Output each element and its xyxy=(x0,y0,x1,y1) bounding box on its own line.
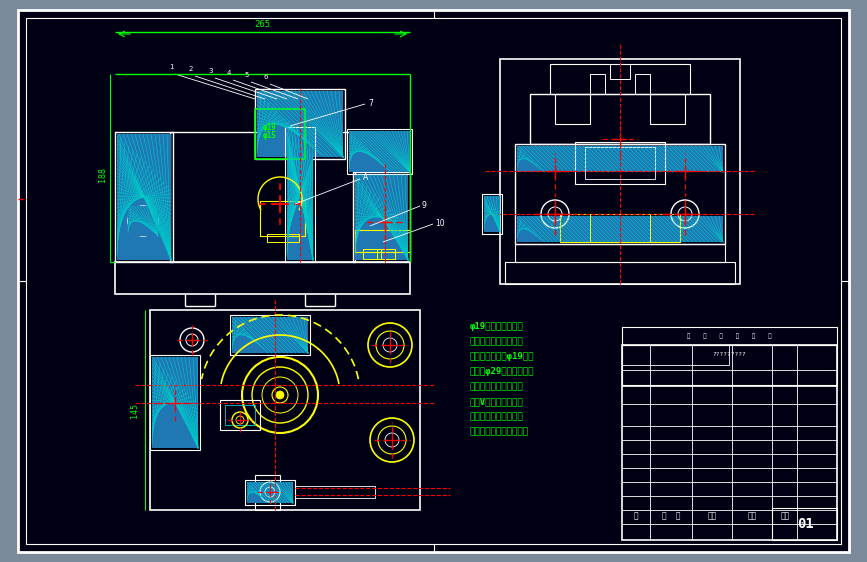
Bar xyxy=(152,357,198,448)
Text: 9: 9 xyxy=(422,201,427,210)
Bar xyxy=(610,64,630,79)
Text: 4: 4 xyxy=(227,70,231,76)
Bar xyxy=(622,327,837,345)
Text: 本夹具用于在立式钻床: 本夹具用于在立式钻床 xyxy=(470,337,524,346)
Text: 叉口外侧为定为基准，: 叉口外侧为定为基准， xyxy=(470,382,524,391)
Bar xyxy=(585,147,655,179)
Bar xyxy=(517,216,723,242)
Bar xyxy=(622,345,837,385)
Bar xyxy=(220,400,260,430)
Text: 材料: 材料 xyxy=(707,511,717,520)
Text: 1: 1 xyxy=(169,64,173,70)
Text: 265: 265 xyxy=(254,20,270,29)
Bar xyxy=(575,142,665,184)
Bar xyxy=(505,262,735,284)
Bar xyxy=(349,131,410,172)
Text: 件: 件 xyxy=(634,511,638,520)
Bar xyxy=(500,59,740,284)
Text: 3: 3 xyxy=(209,68,213,74)
Bar xyxy=(353,172,410,262)
Bar xyxy=(267,234,299,242)
Bar xyxy=(555,94,590,124)
Text: 销实现完全定位，适用: 销实现完全定位，适用 xyxy=(470,412,524,421)
Circle shape xyxy=(276,391,284,399)
Bar xyxy=(484,196,500,232)
Text: 188: 188 xyxy=(99,166,108,182)
Bar xyxy=(257,91,343,157)
Text: 7: 7 xyxy=(368,98,373,107)
Text: 10: 10 xyxy=(435,219,445,228)
Text: 批    准    审    核    制    图: 批 准 审 核 制 图 xyxy=(687,333,772,339)
Text: ?????????: ????????? xyxy=(712,352,746,357)
Bar xyxy=(287,129,313,260)
Text: A: A xyxy=(363,174,368,183)
Bar xyxy=(650,94,685,124)
Bar xyxy=(245,480,295,505)
Bar xyxy=(590,74,605,94)
Bar xyxy=(255,89,345,159)
Bar xyxy=(247,482,293,503)
Bar xyxy=(232,317,308,353)
Bar xyxy=(230,315,310,355)
Bar xyxy=(635,74,650,94)
Bar xyxy=(363,249,381,259)
Text: φ19孔加工钻床夹具: φ19孔加工钻床夹具 xyxy=(470,322,524,331)
Bar xyxy=(295,486,375,498)
Text: 2: 2 xyxy=(189,66,193,72)
Bar xyxy=(560,214,680,242)
Bar xyxy=(347,129,412,174)
Bar xyxy=(150,355,200,450)
Bar xyxy=(225,405,255,425)
Bar xyxy=(355,174,408,260)
Text: φ19: φ19 xyxy=(263,124,277,133)
Text: 上加工变速叉的φ19孔。: 上加工变速叉的φ19孔。 xyxy=(470,352,534,361)
Bar xyxy=(115,132,173,262)
Bar xyxy=(255,109,305,159)
Bar xyxy=(517,146,723,172)
Bar xyxy=(622,345,729,365)
Bar xyxy=(515,144,725,244)
Text: 5: 5 xyxy=(244,72,249,78)
Text: φ15: φ15 xyxy=(263,132,277,140)
Bar xyxy=(622,345,837,540)
Text: 名  称: 名 称 xyxy=(662,511,681,520)
Bar xyxy=(285,127,315,262)
Bar xyxy=(117,134,171,260)
Text: 数量: 数量 xyxy=(747,511,757,520)
Bar xyxy=(115,262,410,294)
Bar xyxy=(377,249,395,259)
Text: 145: 145 xyxy=(131,402,140,418)
Bar xyxy=(355,230,410,252)
Bar xyxy=(482,194,502,234)
Bar xyxy=(150,310,420,510)
Text: 备注: 备注 xyxy=(780,511,790,520)
Text: 螺旋压紧机构夹紧工作。: 螺旋压紧机构夹紧工作。 xyxy=(470,427,529,436)
Text: 6: 6 xyxy=(264,74,268,80)
Text: 工件以φ29外圆及端面和: 工件以φ29外圆及端面和 xyxy=(470,367,534,376)
Bar xyxy=(255,475,280,510)
Bar xyxy=(170,132,355,262)
Text: 01: 01 xyxy=(797,517,813,531)
Bar xyxy=(550,64,690,94)
Bar xyxy=(260,201,305,236)
Text: 用过V形块，支承板挡: 用过V形块，支承板挡 xyxy=(470,397,524,406)
Bar xyxy=(530,94,710,144)
Bar xyxy=(772,508,837,540)
Bar xyxy=(128,206,158,236)
Bar xyxy=(515,244,725,262)
